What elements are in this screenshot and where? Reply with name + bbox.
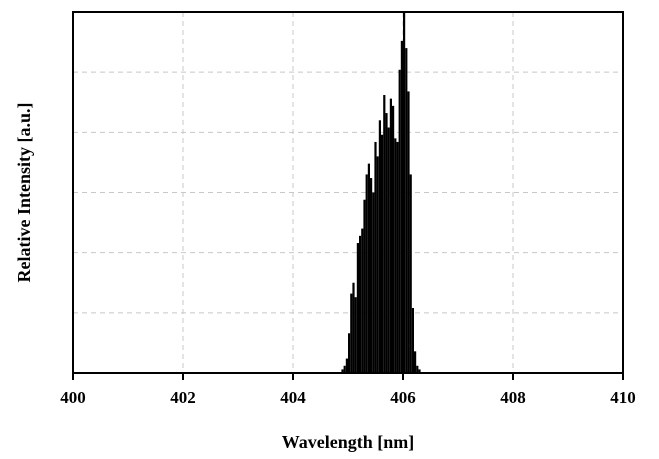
spectrum-bar xyxy=(400,40,403,373)
y-axis-title: Relative Intensity [a.u.] xyxy=(14,103,34,283)
spectrum-bar xyxy=(363,199,366,373)
spectrum-bar xyxy=(374,141,377,373)
spectrum-bar xyxy=(387,127,390,374)
spectrum-bar xyxy=(416,365,419,373)
spectrum-bar xyxy=(370,178,373,373)
spectrum-bar xyxy=(403,12,406,373)
spectrum-bar xyxy=(356,243,359,373)
spectrum-bar xyxy=(418,369,421,373)
x-tick-label: 404 xyxy=(280,388,306,407)
spectrum-bar xyxy=(381,134,384,373)
spectrum-bars xyxy=(341,12,421,374)
spectrum-bar xyxy=(407,91,410,374)
x-axis-ticks xyxy=(72,373,624,380)
spectrum-bar xyxy=(394,138,397,373)
x-tick-label: 408 xyxy=(500,388,526,407)
spectrum-bar xyxy=(409,174,412,373)
x-axis-title: Wavelength [nm] xyxy=(282,432,415,452)
plot-frame xyxy=(72,11,624,374)
spectrum-bar xyxy=(367,163,370,373)
spectrum-bar xyxy=(361,228,364,373)
x-tick-label: 400 xyxy=(60,388,86,407)
spectrum-bar xyxy=(352,282,355,373)
spectrum-bar xyxy=(414,351,417,373)
spectrum-bar xyxy=(345,358,348,373)
spectrum-bar xyxy=(411,308,414,373)
spectrum-bar xyxy=(341,369,344,373)
spectrum-bar xyxy=(392,105,395,374)
spectrum-bar xyxy=(383,95,386,373)
x-tick-labels: 400 402 404 406 408 410 xyxy=(60,388,636,407)
spectrum-bar xyxy=(343,365,346,373)
spectrum-bar xyxy=(398,69,401,373)
x-tick-label: 402 xyxy=(170,388,196,407)
spectrum-bar xyxy=(389,98,392,373)
x-tick-label: 406 xyxy=(390,388,416,407)
grid-lines xyxy=(73,12,623,373)
spectrum-bar xyxy=(350,293,353,373)
spectrum-bar xyxy=(365,174,368,373)
spectrum-bar xyxy=(385,113,388,373)
spectrum-bar xyxy=(378,120,381,373)
x-tick-label: 410 xyxy=(610,388,636,407)
spectrum-bar xyxy=(376,156,379,373)
spectrum-bar xyxy=(348,333,351,373)
spectrum-bar xyxy=(396,141,399,373)
spectrum-bar xyxy=(372,192,375,373)
spectrum-bar xyxy=(405,48,408,373)
spectrum-bar xyxy=(359,235,362,373)
spectrum-bar xyxy=(354,297,357,373)
